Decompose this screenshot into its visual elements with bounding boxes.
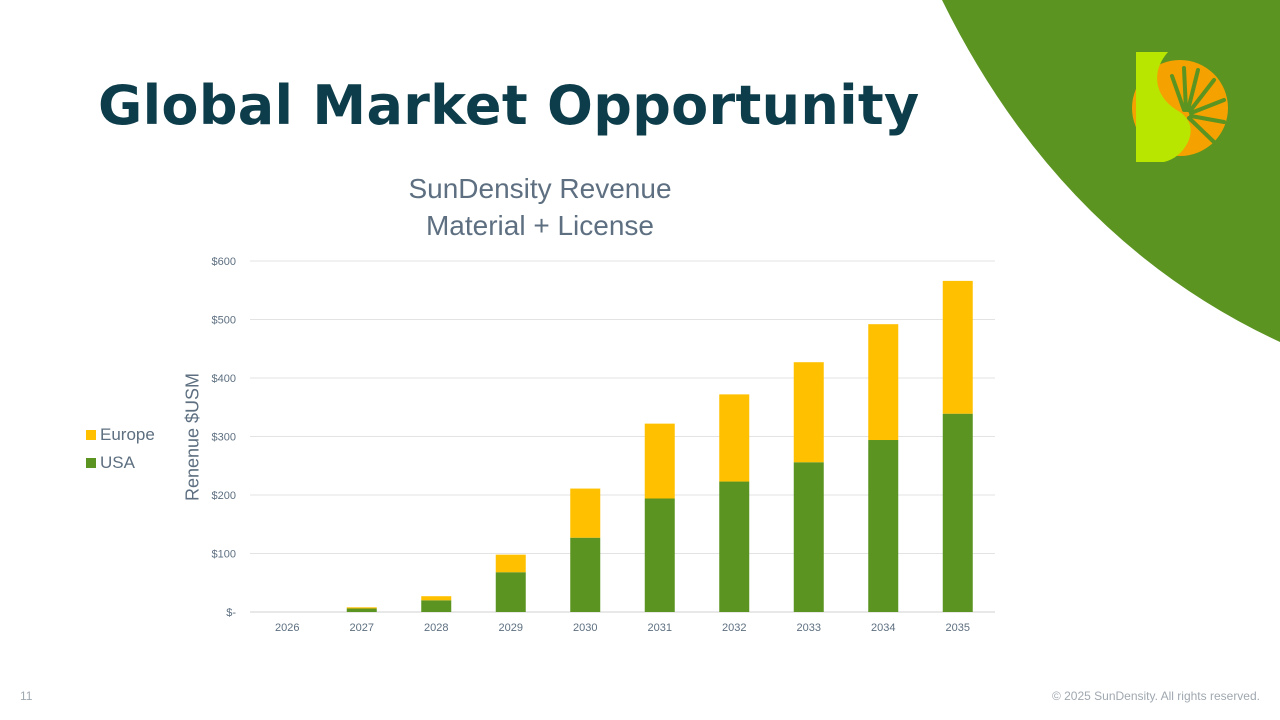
bar-usa-2031 bbox=[644, 498, 675, 612]
x-tick-label: 2034 bbox=[871, 622, 895, 634]
legend-label-usa: USA bbox=[100, 453, 135, 472]
bar-usa-2035 bbox=[942, 413, 973, 612]
y-tick-label: $600 bbox=[212, 256, 236, 268]
y-tick-label: $- bbox=[226, 607, 236, 619]
bar-usa-2027 bbox=[346, 608, 377, 612]
x-tick-label: 2033 bbox=[797, 622, 821, 634]
slide-title: Global Market Opportunity bbox=[98, 74, 920, 137]
x-tick-label: 2028 bbox=[424, 622, 448, 634]
bar-europe-2033 bbox=[793, 362, 824, 463]
x-tick-label: 2029 bbox=[499, 622, 523, 634]
bar-usa-2032 bbox=[719, 481, 750, 612]
bar-europe-2028 bbox=[421, 596, 452, 601]
bar-usa-2029 bbox=[495, 572, 526, 612]
legend-label-europe: Europe bbox=[100, 425, 155, 444]
x-tick-label: 2030 bbox=[573, 622, 597, 634]
bar-usa-2034 bbox=[868, 440, 899, 612]
y-tick-label: $300 bbox=[212, 432, 236, 444]
copyright-text: © 2025 SunDensity. All rights reserved. bbox=[1051, 689, 1260, 703]
bar-europe-2030 bbox=[570, 488, 601, 538]
x-tick-label: 2032 bbox=[722, 622, 746, 634]
bar-europe-2031 bbox=[644, 423, 675, 499]
bar-usa-2028 bbox=[421, 600, 452, 612]
legend-item-usa: USA bbox=[86, 449, 155, 477]
x-tick-label: 2031 bbox=[648, 622, 672, 634]
slide-number: 11 bbox=[20, 689, 33, 703]
legend-swatch-europe bbox=[86, 430, 96, 440]
x-tick-label: 2035 bbox=[946, 622, 970, 634]
y-tick-label: $400 bbox=[212, 373, 236, 385]
bar-usa-2030 bbox=[570, 537, 601, 612]
y-tick-label: $200 bbox=[212, 490, 236, 502]
sundensity-logo bbox=[1132, 52, 1228, 162]
bar-europe-2032 bbox=[719, 394, 750, 482]
chart-title-line-1: SunDensity Revenue bbox=[408, 173, 672, 204]
y-tick-label: $500 bbox=[212, 315, 236, 327]
legend-item-europe: Europe bbox=[86, 421, 155, 449]
x-tick-label: 2027 bbox=[350, 622, 374, 634]
legend-swatch-usa bbox=[86, 458, 96, 468]
chart-title-line-2: Material + License bbox=[425, 210, 654, 241]
y-tick-label: $100 bbox=[212, 549, 236, 561]
bar-europe-2027 bbox=[346, 607, 377, 609]
x-tick-label: 2026 bbox=[275, 622, 299, 634]
chart-legend: Europe USA bbox=[86, 421, 155, 477]
bar-europe-2034 bbox=[868, 324, 899, 441]
bar-europe-2029 bbox=[495, 554, 526, 573]
bar-usa-2033 bbox=[793, 462, 824, 612]
bar-europe-2035 bbox=[942, 280, 973, 414]
